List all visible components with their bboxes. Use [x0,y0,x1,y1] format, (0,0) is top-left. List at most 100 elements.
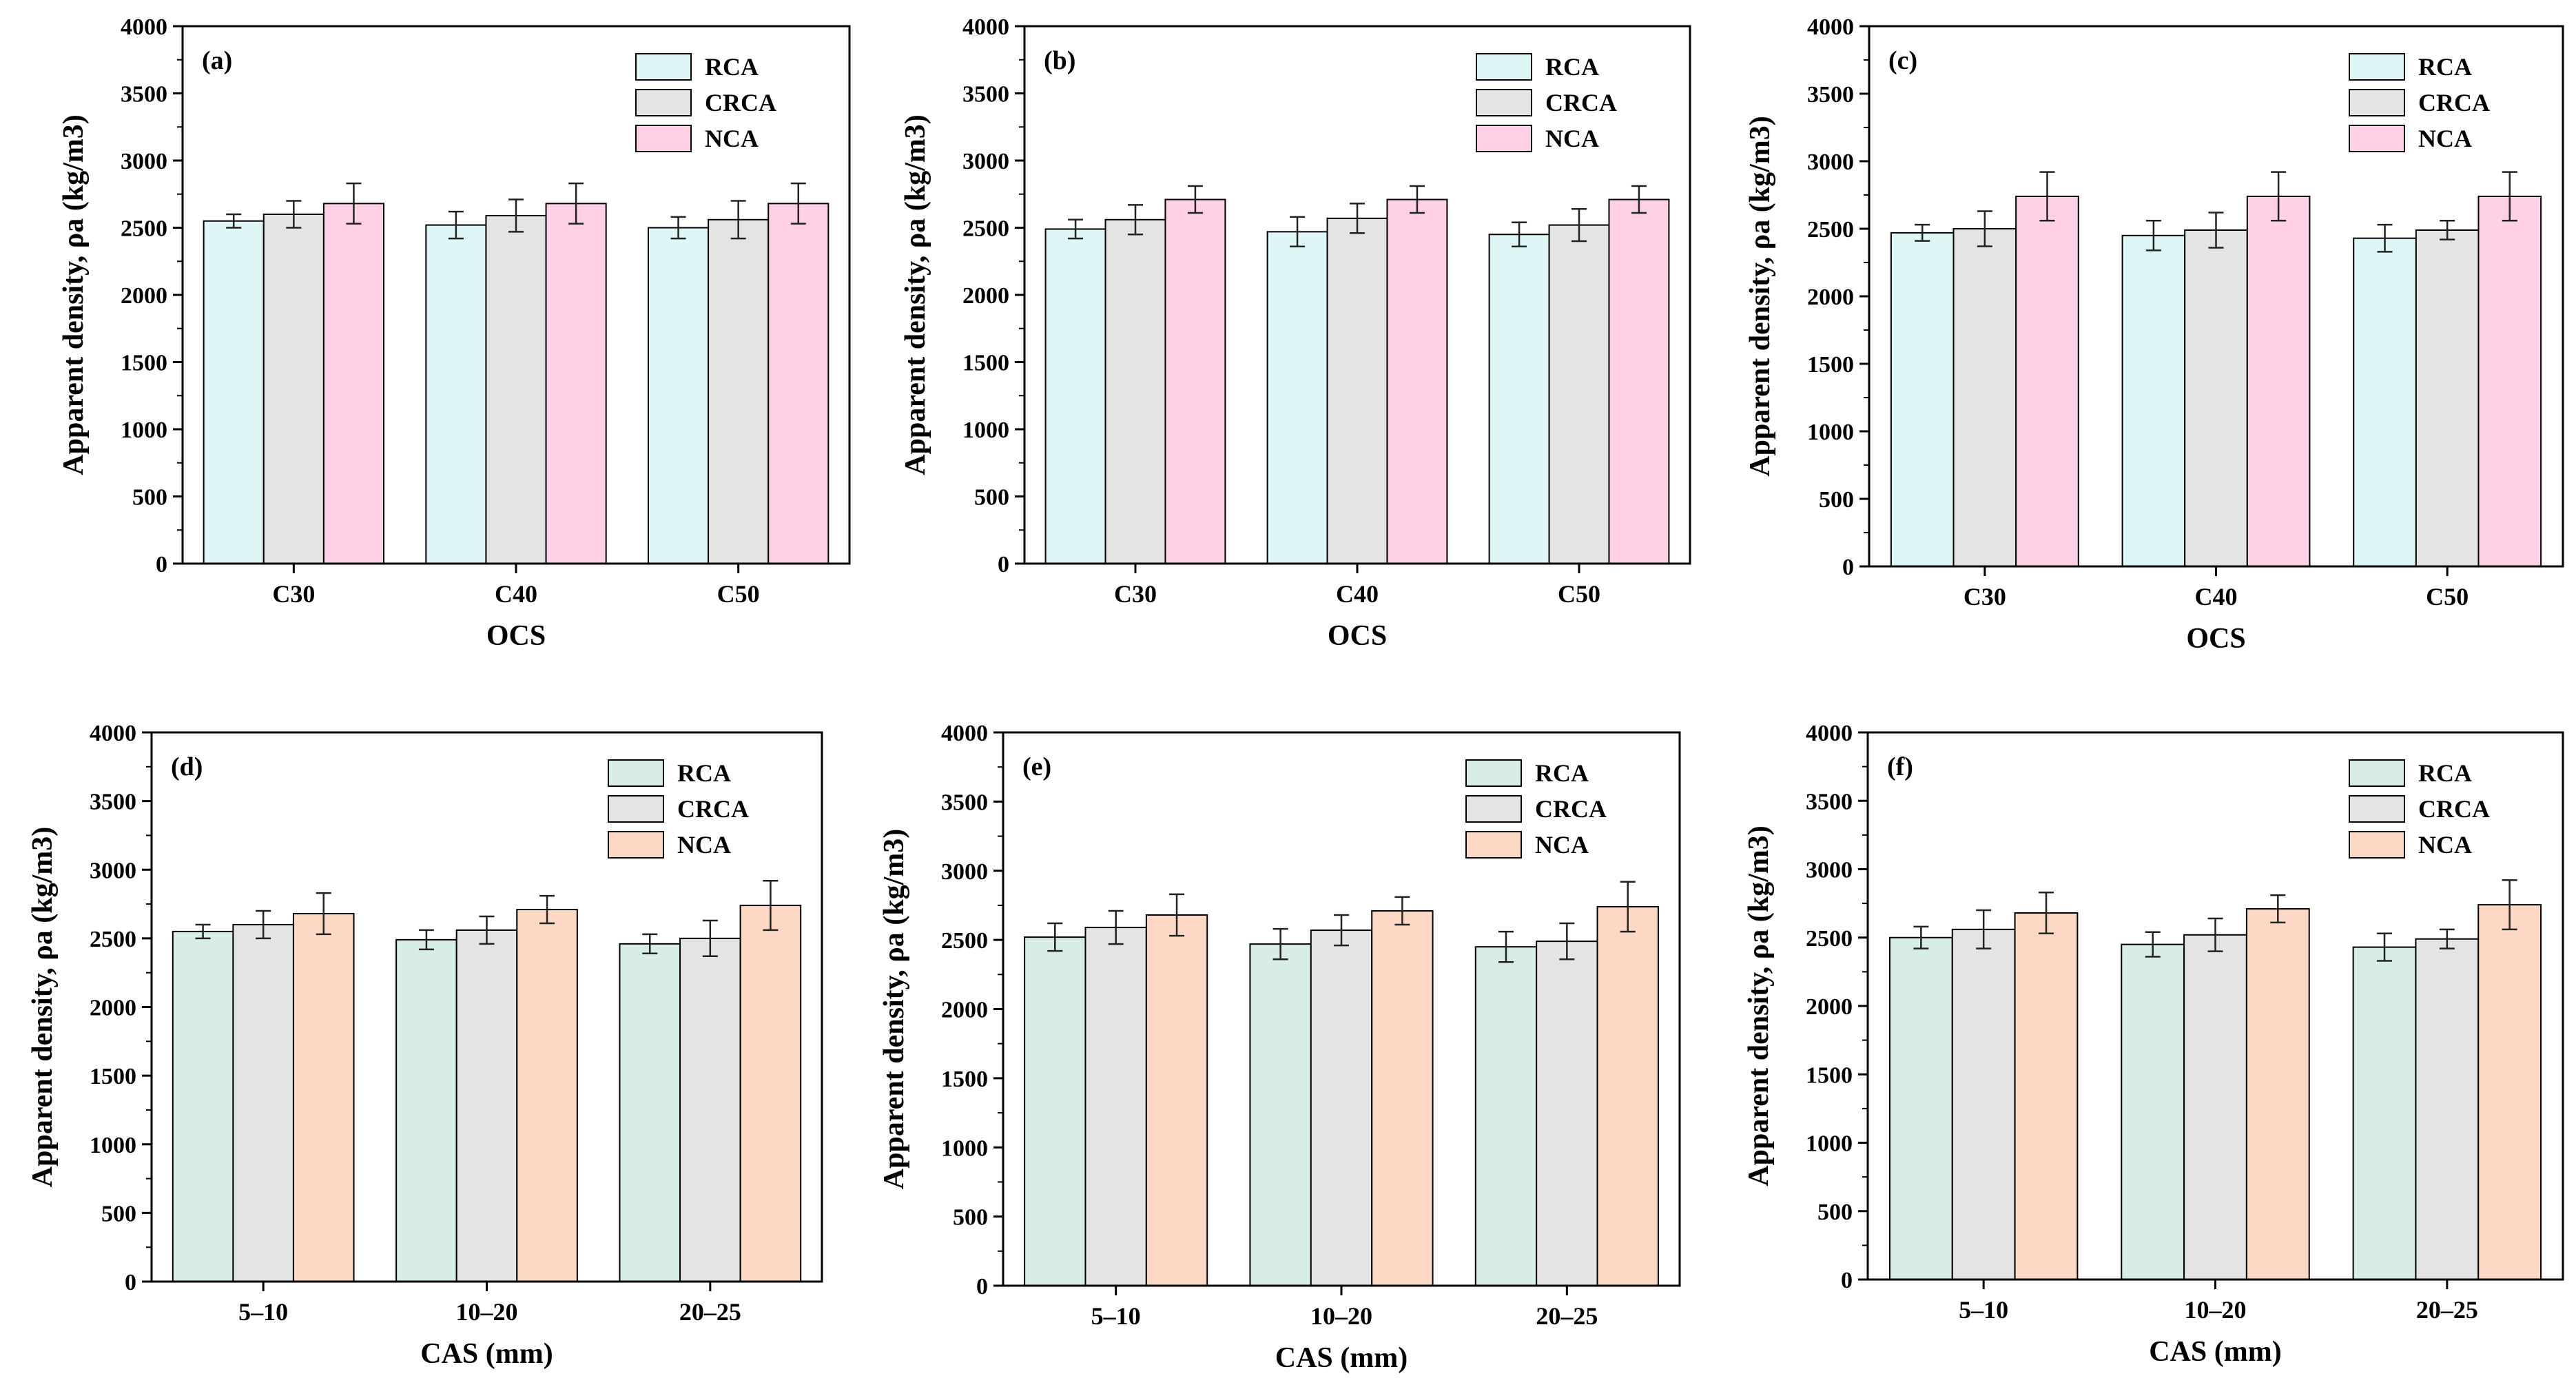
bar-nca-2 [2477,904,2542,1280]
x-tick-label: C40 [2195,583,2238,610]
legend-swatch-crca [1476,89,1532,116]
bar-crca-0 [262,214,324,564]
legend-swatch-rca [1476,53,1532,81]
y-tick-label: 2000 [941,998,988,1023]
legend-swatch-nca [1476,125,1532,152]
x-axis-title: CAS (mm) [2149,1336,2281,1368]
bar-rca-0 [1888,936,1953,1280]
bar-crca-2 [679,937,741,1282]
legend-label-rca: RCA [705,53,759,81]
x-tick-label: C40 [495,580,537,608]
bar-rca-1 [1266,231,1328,564]
bar-rca-1 [2121,943,2185,1281]
y-tick-label: 0 [976,1274,988,1299]
bar-rca-1 [1249,943,1312,1286]
y-tick-label: 1500 [962,351,1009,376]
bar-nca-0 [292,913,355,1282]
y-tick-label: 3500 [962,82,1009,107]
x-tick-label: 20–25 [2416,1296,2478,1324]
x-axis-title: OCS [2186,623,2245,655]
panel-label: (d) [171,752,203,781]
y-tick-label: 3000 [1807,150,1854,175]
bar-crca-2 [2415,938,2480,1280]
bar-crca-1 [1326,217,1388,564]
legend-label-nca: NCA [2418,125,2472,152]
y-tick-label: 2500 [1807,217,1854,243]
bar-nca-2 [2477,195,2542,567]
bar-rca-2 [619,943,681,1282]
y-tick-label: 1000 [962,418,1009,443]
bar-crca-0 [1952,228,2017,567]
x-tick-label: 5–10 [1091,1302,1141,1330]
plot-frame [181,25,851,565]
y-tick-label: 500 [953,1205,988,1231]
y-axis-title: Apparent density, ρa (kg/m3) [900,114,931,475]
legend-label-crca: CRCA [2418,89,2490,116]
bar-rca-0 [1024,936,1086,1286]
y-tick-label: 4000 [121,14,167,40]
panel-label: (e) [1022,752,1051,781]
x-tick-label: 10–20 [2185,1296,2247,1324]
bar-rca-2 [1474,946,1538,1286]
y-tick-label: 3000 [121,149,167,174]
y-tick-label: 1000 [1807,420,1854,445]
legend-swatch-nca [635,125,692,152]
bar-nca-2 [739,905,802,1283]
legend-label-nca: NCA [677,831,731,859]
legend-swatch-crca [2349,795,2405,823]
bar-rca-2 [2353,237,2417,567]
y-tick-label: 4000 [962,14,1009,40]
bar-nca-1 [2245,908,2310,1280]
bar-nca-1 [516,909,578,1282]
panel-label: (b) [1044,46,1075,75]
bar-crca-2 [1536,941,1598,1286]
y-tick-label: 2500 [121,216,167,242]
legend-label-crca: CRCA [677,795,749,823]
plot-frame [1023,25,1691,565]
y-axis-title: Apparent density, ρa (kg/m3) [1743,825,1775,1186]
bar-nca-0 [2014,912,2079,1280]
legend-swatch-rca [1465,759,1522,787]
y-tick-label: 3000 [941,859,988,885]
legend-label-rca: RCA [1545,53,1599,81]
y-axis-title: Apparent density, ρa (kg/m3) [878,829,910,1189]
bar-rca-0 [172,930,234,1282]
y-tick-label: 1000 [121,418,167,443]
legend-label-crca: CRCA [2418,795,2490,823]
bar-nca-0 [1145,914,1208,1286]
y-tick-label: 500 [1817,1200,1853,1225]
bar-rca-1 [425,224,487,564]
chart-panel-d: 0 500 1000 1500 2000 2500 3000 3500 4000 5–10 10–2… [27,721,823,1370]
legend-swatch-crca [1465,795,1522,823]
legend-swatch-nca [608,831,664,859]
y-tick-label: 0 [998,552,1009,577]
legend-swatch-nca [2349,125,2405,152]
legend-swatch-rca [635,53,692,81]
chart-panel-e: 0 500 1000 1500 2000 2500 3000 3500 4000 5–10 10–2… [878,721,1681,1374]
bar-nca-1 [1386,198,1448,564]
bar-nca-1 [545,203,607,564]
bar-nca-0 [2015,195,2079,567]
bar-crca-2 [708,218,770,564]
y-tick-label: 500 [974,485,1009,511]
bar-crca-0 [1951,928,2016,1280]
bar-crca-1 [455,929,518,1283]
bar-rca-2 [647,227,710,564]
y-axis-title: Apparent density, ρa (kg/m3) [27,827,59,1187]
x-tick-label: 5–10 [1959,1296,2008,1324]
y-tick-label: 1500 [1807,352,1854,378]
legend-label-crca: CRCA [705,89,776,116]
chart-panel-c: 0 500 1000 1500 2000 2500 3000 3500 4000 C30 C40 C5… [1744,14,2564,655]
bar-nca-2 [767,203,830,564]
legend-swatch-rca [2349,53,2405,81]
y-tick-label: 3500 [941,790,988,815]
x-tick-label: C50 [2426,583,2469,610]
bar-nca-1 [2246,195,2311,567]
y-tick-label: 3000 [962,149,1009,174]
legend-label-crca: CRCA [1545,89,1617,116]
x-axis-title: CAS (mm) [420,1338,553,1370]
legend-swatch-nca [2349,831,2405,859]
y-tick-label: 2500 [962,216,1009,242]
plot-frame [150,731,823,1283]
legend-label-nca: NCA [1535,831,1589,859]
